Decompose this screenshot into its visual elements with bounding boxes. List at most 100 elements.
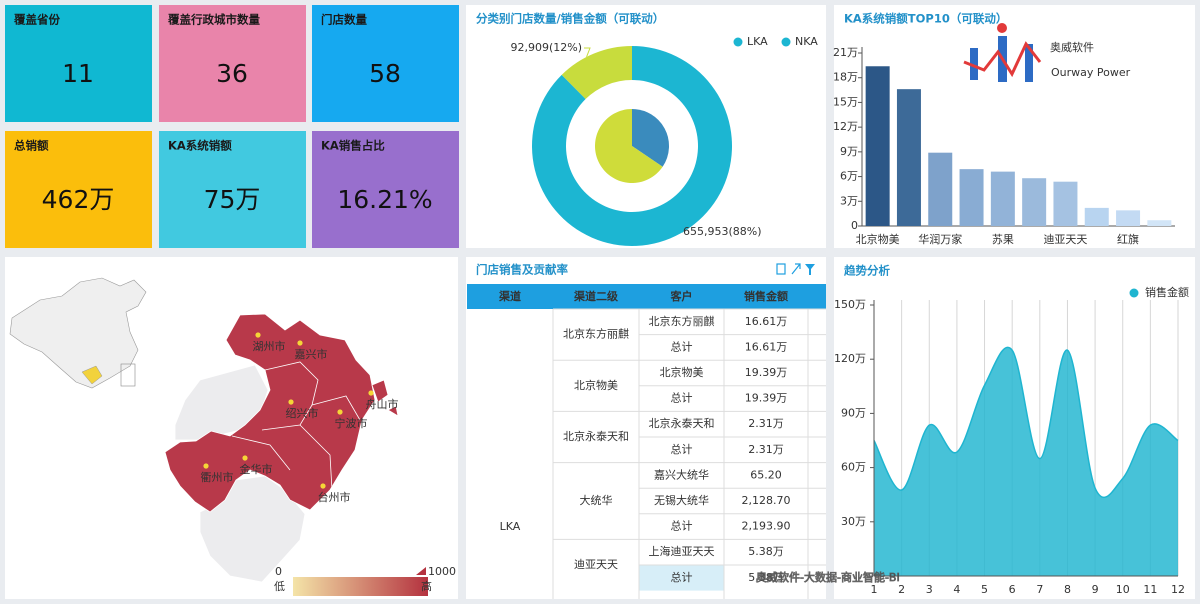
table-cell: 16.61万: [745, 315, 788, 328]
x-tick-label: 12: [1171, 583, 1185, 596]
table-cell: 5.38万: [748, 571, 784, 584]
legend-dot: [781, 37, 791, 47]
pie-slice: [532, 46, 732, 246]
kpi-value: 75万: [204, 185, 261, 214]
city-dot: [255, 332, 261, 338]
header-cell: 渠道二级: [574, 289, 619, 303]
city-label: 宁波市: [335, 416, 368, 430]
kpi-label: 覆盖省份: [14, 13, 60, 27]
city-dot: [297, 340, 303, 346]
y-tick-label: 120万: [834, 352, 866, 365]
panel-title: KA系统销额TOP10（可联动）: [844, 12, 1007, 26]
y-tick-label: 12万: [833, 120, 858, 133]
kpi-tile: [159, 131, 306, 248]
legend-scale: [293, 577, 428, 596]
table-cell: 北京东方丽麒: [649, 314, 715, 328]
line: [873, 346, 1179, 498]
table-title: 门店销售及贡献率: [476, 263, 568, 277]
panel: [466, 257, 826, 599]
legend-low: 低: [274, 580, 285, 593]
x-tick-label: 2: [898, 583, 905, 596]
kpi-value: 16.21%: [337, 185, 432, 214]
x-tick-label: 红旗: [1117, 232, 1139, 246]
legend-high: 高: [421, 579, 432, 593]
table-cell: 65.20: [750, 468, 782, 481]
table: 渠道渠道二级客户销售金额销北京东方丽麒16.61万总计16.61万北京东方丽麒北…: [467, 284, 826, 599]
bar: [1116, 210, 1141, 226]
x-tick-label: 6: [1009, 583, 1016, 596]
china-inset: [9, 277, 147, 389]
group-cell: 北京东方丽麒: [563, 327, 629, 341]
kpi-value: 462万: [42, 185, 115, 214]
legend-min: 0: [275, 565, 282, 578]
y-tick-label: 90万: [841, 406, 866, 419]
weibo-icon: [724, 567, 752, 589]
table-cell: 北京物美: [660, 365, 704, 379]
cell-highlight: [639, 565, 724, 591]
table-cell: 总计: [671, 442, 693, 456]
kpi-value: 58: [369, 59, 401, 88]
table-cell: 2,128.70: [742, 494, 791, 507]
kpi-tile: [5, 5, 152, 122]
group-cell: 大统华: [580, 493, 613, 507]
y-tick-label: 150万: [834, 298, 866, 311]
x-tick-label: 北京物美: [856, 232, 900, 246]
kpi-label: 覆盖行政城市数量: [168, 13, 260, 27]
table-cell: 5.38万: [748, 545, 784, 558]
x-tick-label: 9: [1092, 583, 1099, 596]
bar: [896, 89, 921, 226]
y-tick-label: 3万: [840, 194, 858, 207]
legend-dot: [1129, 288, 1139, 298]
x-tick-label: 3: [926, 583, 933, 596]
kpi-label: 门店数量: [321, 13, 367, 27]
province-map: [164, 313, 399, 583]
x-tick-label: 华润万家: [918, 232, 962, 246]
watermark: 奥威软件-大数据-商业智能-BI: [756, 570, 900, 584]
city-label: 金华市: [240, 462, 273, 476]
y-tick-label: 9万: [840, 145, 858, 158]
x-tick-label: 7: [1036, 583, 1043, 596]
bar: [1147, 220, 1172, 226]
bar: [865, 66, 890, 226]
group-cell: 迪亚天天: [574, 558, 618, 571]
table-cell: 北京永泰天和: [649, 416, 715, 430]
city-label: 湖州市: [253, 339, 286, 353]
city-dot: [320, 483, 326, 489]
city-label: 绍兴市: [286, 406, 319, 420]
y-tick-label: 0: [851, 219, 858, 232]
group-cell: 北京物美: [574, 378, 618, 392]
table-cell: 19.39万: [745, 366, 788, 379]
data-label: 92,909(12%): [510, 41, 582, 54]
table-cell: 上海迪亚天天: [649, 544, 715, 558]
x-tick-label: 11: [1143, 583, 1157, 596]
y-tick-label: 30万: [841, 515, 866, 528]
city-dot: [368, 390, 374, 396]
y-tick-label: 15万: [833, 95, 858, 108]
kpi-value: 36: [216, 59, 248, 88]
bar: [959, 169, 984, 226]
x-tick-label: 苏果: [992, 233, 1014, 246]
kpi-label: 总销额: [14, 139, 49, 153]
kpi-label: KA销售占比: [321, 139, 385, 153]
city-dot: [242, 455, 248, 461]
city-label: 台州市: [318, 490, 351, 504]
table-tools[interactable]: [776, 263, 815, 275]
kpi-value: 11: [62, 59, 94, 88]
x-tick-label: 4: [953, 583, 960, 596]
city-dot: [203, 463, 209, 469]
bar: [1084, 207, 1109, 226]
logo-name: 奥威软件: [1050, 40, 1094, 54]
header-cell: 销售金额: [744, 289, 788, 303]
city-label: 舟山市: [366, 397, 399, 411]
logo-icon: [963, 23, 1042, 82]
city-label: 衢州市: [201, 470, 234, 484]
legend-dot: [733, 37, 743, 47]
table-cell: 19.39万: [745, 392, 788, 405]
y-tick-label: 60万: [841, 461, 866, 474]
kpi-tile: [159, 5, 306, 122]
table-cell: 总计: [671, 339, 693, 353]
channel-cell: LKA: [500, 520, 521, 533]
logo-subtitle: Ourway Power: [1051, 66, 1131, 79]
area: [874, 347, 1178, 576]
